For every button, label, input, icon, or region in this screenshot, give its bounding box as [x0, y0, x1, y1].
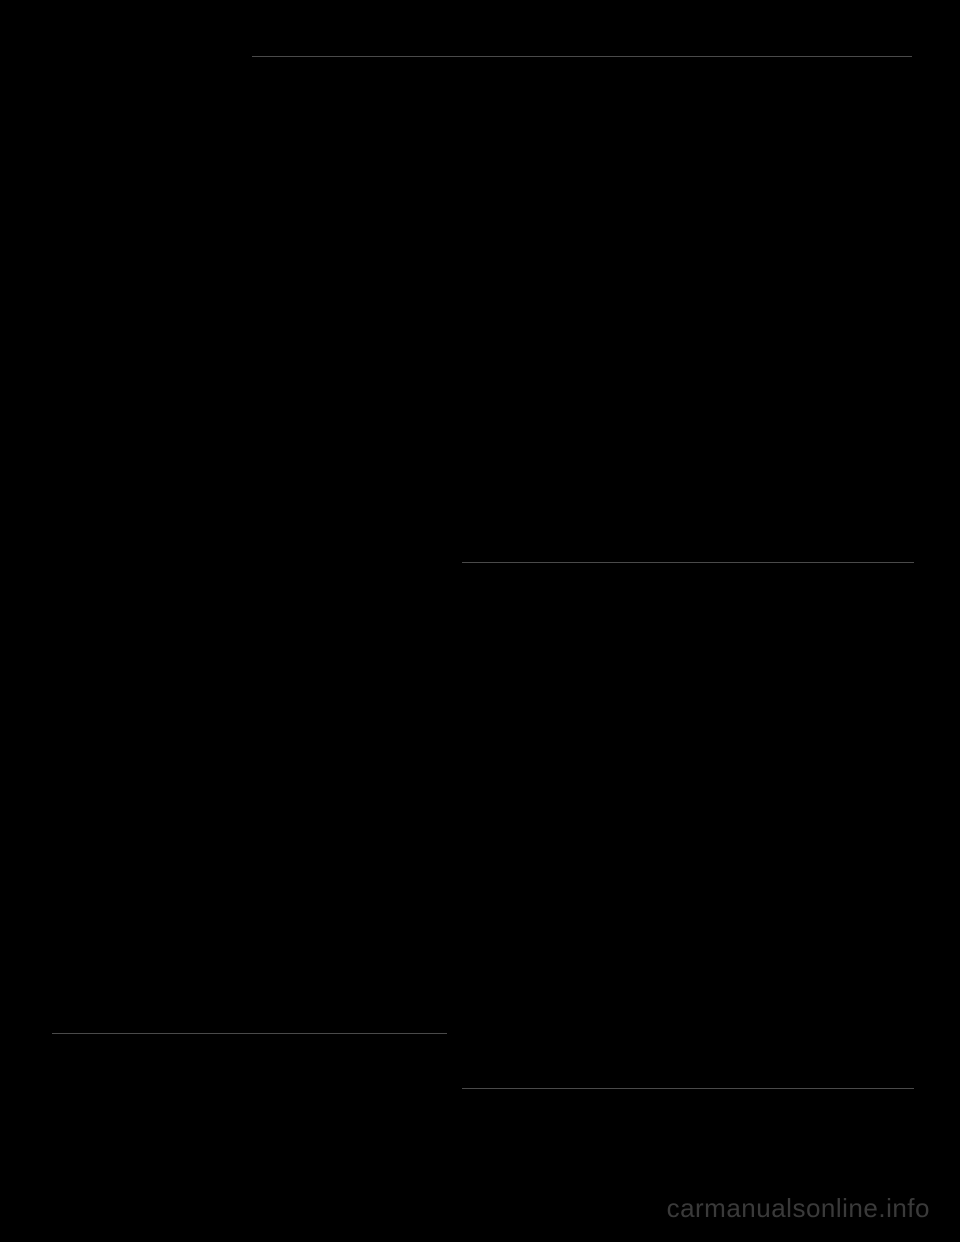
watermark-text: carmanualsonline.info — [667, 1193, 930, 1224]
document-page: carmanualsonline.info — [0, 0, 960, 1242]
horizontal-rule-right-upper — [462, 562, 914, 563]
horizontal-rule-top — [252, 56, 912, 57]
horizontal-rule-left-column — [52, 1033, 447, 1034]
horizontal-rule-right-lower — [462, 1088, 914, 1089]
